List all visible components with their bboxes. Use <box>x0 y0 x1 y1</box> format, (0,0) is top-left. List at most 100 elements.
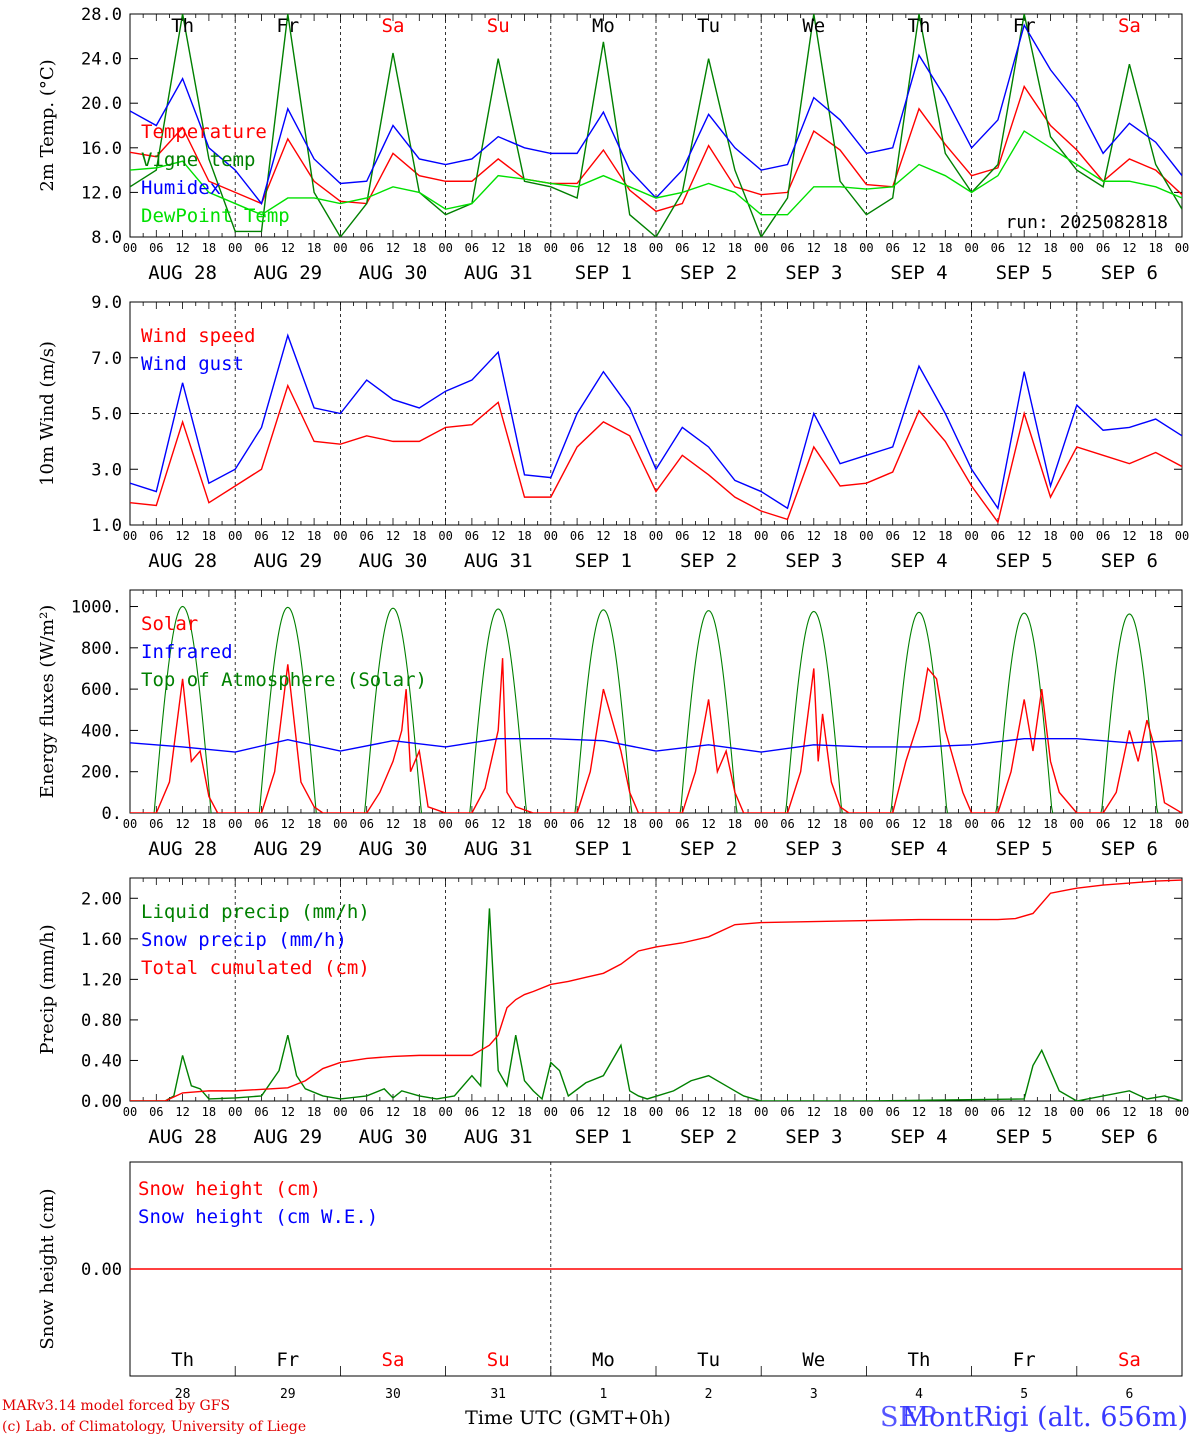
hour-label: 12 <box>386 241 400 255</box>
hour-label: 18 <box>622 817 636 831</box>
hour-label: 06 <box>1096 817 1110 831</box>
legend-entry: Top of Atmosphere (Solar) <box>141 669 427 691</box>
hour-label: 00 <box>1175 529 1189 543</box>
hour-label: 18 <box>202 1105 216 1119</box>
hour-label: 12 <box>1017 817 1031 831</box>
y-tick-label: 0.00 <box>81 1092 122 1112</box>
legend-entry: Wind speed <box>141 325 255 347</box>
date-label: SEP 2 <box>680 838 737 860</box>
hour-label: 00 <box>438 241 452 255</box>
weekday-label-bottom: Th <box>908 1349 931 1371</box>
date-label: AUG 28 <box>148 1126 217 1148</box>
hour-label: 06 <box>780 1105 794 1119</box>
date-label: SEP 3 <box>785 1126 842 1148</box>
date-label: SEP 6 <box>1101 1126 1158 1148</box>
legend-entry: Total cumulated (cm) <box>141 957 370 979</box>
y-tick-label: 5.0 <box>91 405 122 425</box>
hour-label: 00 <box>123 241 137 255</box>
hour-label: 12 <box>912 817 926 831</box>
hour-label: 00 <box>1175 817 1189 831</box>
date-label: SEP 3 <box>785 550 842 572</box>
run-label: run: 2025082818 <box>1005 212 1168 233</box>
series-line-toa-solar <box>995 612 1054 814</box>
hour-label: 18 <box>412 241 426 255</box>
weekday-label: Fr <box>276 15 299 37</box>
series-line-toa-solar <box>258 606 317 814</box>
hour-label: 18 <box>1148 241 1162 255</box>
series-line-toa-solar <box>784 610 843 814</box>
hour-label: 18 <box>622 529 636 543</box>
hour-label: 00 <box>859 817 873 831</box>
hour-label: 18 <box>307 529 321 543</box>
y-axis-title: Snow height (cm) <box>37 1188 58 1349</box>
date-label: SEP 2 <box>680 262 737 284</box>
y-tick-label: 24.0 <box>81 50 122 70</box>
hour-label: 00 <box>1070 817 1084 831</box>
series-line-toa-solar <box>889 611 949 814</box>
credit-line-2: (c) Lab. of Climatology, University of L… <box>2 1419 307 1435</box>
hour-label: 12 <box>491 1105 505 1119</box>
date-label: SEP 6 <box>1101 262 1158 284</box>
hour-label: 06 <box>149 241 163 255</box>
hour-label: 12 <box>491 241 505 255</box>
day-number-label: 28 <box>175 1387 191 1402</box>
hour-label: 06 <box>359 1105 373 1119</box>
hour-label: 12 <box>281 241 295 255</box>
hour-label: 06 <box>570 817 584 831</box>
hour-label: 12 <box>491 817 505 831</box>
hour-label: 18 <box>307 817 321 831</box>
hour-label: 06 <box>991 817 1005 831</box>
hour-label: 18 <box>728 241 742 255</box>
weekday-label: Fr <box>1013 15 1036 37</box>
date-label: AUG 29 <box>253 838 322 860</box>
weekday-label-bottom: Fr <box>276 1349 299 1371</box>
weekday-label: Th <box>171 15 194 37</box>
hour-label: 12 <box>1122 1105 1136 1119</box>
hour-label: 12 <box>701 1105 715 1119</box>
y-tick-label: 3.0 <box>91 460 122 480</box>
date-label: SEP 2 <box>680 1126 737 1148</box>
overlap-month-label: SEP <box>880 1402 937 1433</box>
hour-label: 18 <box>307 241 321 255</box>
series-line-temperature <box>130 84 1182 213</box>
y-axis-title: Energy fluxes (W/m²) <box>37 605 58 799</box>
legend-entry: Snow precip (mm/h) <box>141 929 347 951</box>
hour-label: 06 <box>359 817 373 831</box>
hour-label: 12 <box>701 817 715 831</box>
y-tick-label: 7.0 <box>91 349 122 369</box>
weekday-label: We <box>802 15 825 37</box>
weekday-label: Su <box>487 15 510 37</box>
weekday-label-bottom: Sa <box>1118 1349 1141 1371</box>
y-tick-label: 1.0 <box>91 516 122 536</box>
hour-label: 00 <box>859 1105 873 1119</box>
hour-label: 18 <box>938 1105 952 1119</box>
hour-label: 12 <box>596 241 610 255</box>
hour-label: 00 <box>649 1105 663 1119</box>
hour-label: 06 <box>465 241 479 255</box>
date-label: SEP 5 <box>996 550 1053 572</box>
legend-entry: Temperature <box>141 121 267 143</box>
date-label: AUG 28 <box>148 838 217 860</box>
weekday-label-bottom: Mo <box>592 1349 615 1371</box>
weekday-label-bottom: Th <box>171 1349 194 1371</box>
date-label: AUG 28 <box>148 262 217 284</box>
hour-label: 00 <box>123 817 137 831</box>
hour-label: 12 <box>1122 817 1136 831</box>
date-label: SEP 5 <box>996 838 1053 860</box>
hour-label: 18 <box>1043 241 1057 255</box>
weekday-label: Sa <box>1118 15 1141 37</box>
hour-label: 00 <box>859 241 873 255</box>
hour-label: 06 <box>675 817 689 831</box>
hour-label: 06 <box>675 1105 689 1119</box>
weekday-label: Sa <box>382 15 405 37</box>
hour-label: 00 <box>438 529 452 543</box>
station-label: MontRigi (alt. 656m) <box>901 1402 1188 1433</box>
hour-label: 18 <box>728 1105 742 1119</box>
hour-label: 00 <box>1175 241 1189 255</box>
hour-label: 12 <box>807 529 821 543</box>
hour-label: 00 <box>754 241 768 255</box>
date-label: AUG 31 <box>464 838 533 860</box>
hour-label: 00 <box>438 1105 452 1119</box>
weekday-label-bottom: Sa <box>382 1349 405 1371</box>
hour-label: 00 <box>544 529 558 543</box>
